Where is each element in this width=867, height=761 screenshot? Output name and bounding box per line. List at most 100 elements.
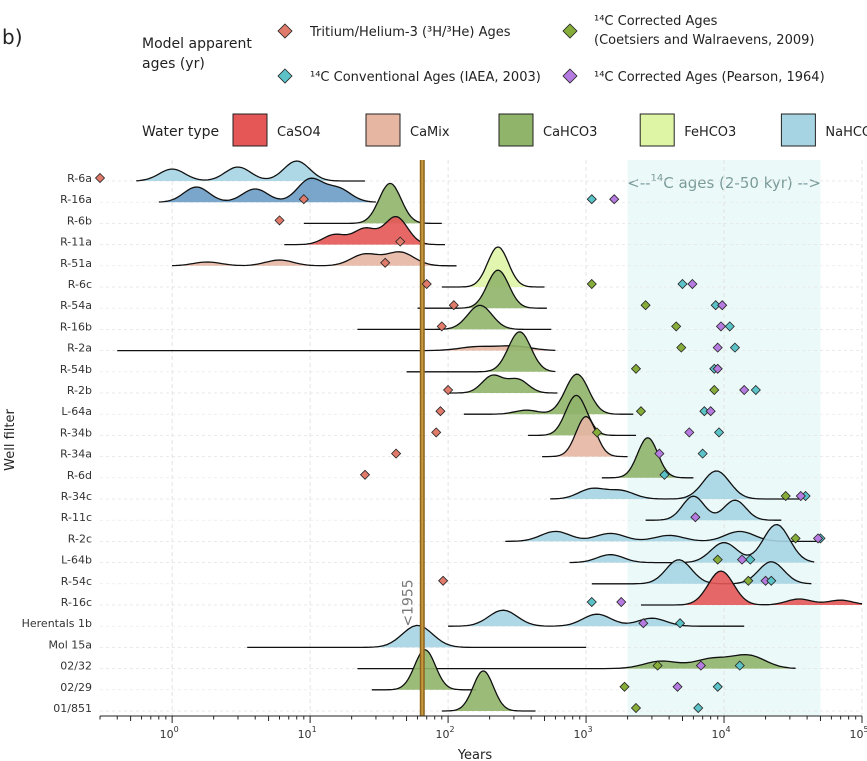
ridge-r-6d	[601, 437, 694, 479]
ridge-outline	[645, 495, 782, 521]
pearson-age-marker	[717, 300, 728, 311]
row-label: L-64b	[61, 554, 92, 567]
ridge-fill	[550, 471, 800, 499]
ridge-r-34a	[542, 415, 628, 458]
ridge-outline	[417, 269, 547, 309]
row-label: Mol 15a	[48, 638, 92, 651]
iaea-age-marker	[586, 194, 597, 205]
ridge-fill	[441, 671, 536, 711]
row-label: R-34a	[60, 448, 92, 461]
ridge-r-6c	[441, 246, 545, 288]
ridge-outline	[601, 437, 694, 479]
ridge-r-2a	[117, 345, 556, 352]
ridge-fill	[172, 251, 457, 266]
y-axis-title: Well filter	[3, 409, 18, 471]
pearson-age-marker	[739, 384, 750, 396]
tritium-age-marker	[448, 300, 459, 311]
coetsiers-age-marker	[586, 278, 597, 290]
pearson-age-marker	[712, 363, 723, 374]
coetsiers-age-marker	[709, 384, 720, 396]
pearson-age-marker	[609, 194, 620, 205]
iaea-age-marker	[729, 342, 741, 353]
pearson-age-marker	[687, 278, 698, 290]
pearson-age-marker	[638, 618, 649, 629]
ridge-r-16c	[641, 570, 863, 606]
row-label: Herentals 1b	[22, 617, 92, 630]
tritium-age-marker	[298, 194, 309, 205]
row-label: R-54c	[61, 575, 92, 588]
legend-entry-pearson: ¹⁴C Corrected Ages (Pearson, 1964)	[562, 68, 825, 85]
water-legend-item-cahco3: CaHCO3	[498, 113, 597, 147]
ridge-outline	[303, 182, 442, 225]
pearson-age-marker	[715, 321, 727, 332]
x-tick-label: 101	[298, 725, 317, 741]
row-label: R-34c	[61, 490, 92, 503]
tritium-age-marker	[435, 406, 446, 417]
tritium-age-marker	[395, 236, 406, 247]
tritium-marker-icon	[277, 23, 293, 39]
tritium-age-marker	[431, 427, 442, 438]
ridge-herentals-1b	[448, 609, 745, 627]
ridge-outline	[448, 374, 558, 394]
tritium-age-marker	[380, 257, 391, 268]
ridge-outline	[136, 160, 365, 182]
ridge-fill	[601, 437, 694, 478]
iaea-age-marker	[693, 702, 704, 714]
ridge-outline	[158, 177, 376, 203]
ridge-fill	[463, 374, 634, 415]
ridge-fill	[303, 183, 442, 224]
ridge-fill	[158, 178, 376, 203]
iaea-age-marker	[750, 384, 761, 396]
coetsiers-age-marker	[619, 681, 630, 692]
ridge-fill	[406, 331, 556, 372]
coetsiers-age-marker	[640, 300, 651, 311]
iaea-marker-icon	[277, 68, 293, 84]
ridge-outline	[528, 394, 636, 437]
water-swatch-nahco3	[780, 113, 816, 147]
row-label: R-54a	[60, 299, 92, 312]
iaea-age-marker	[734, 660, 745, 671]
tritium-age-marker	[274, 215, 285, 226]
ridge-r-11a	[284, 215, 445, 246]
row-label: R-11a	[60, 236, 92, 249]
coetsiers-age-marker	[671, 321, 682, 332]
pearson-age-marker	[654, 448, 665, 459]
coetsiers-age-marker	[630, 702, 642, 714]
ridge-fill	[136, 161, 365, 181]
marker-legend: Tritium/Helium-3 (³H/³He) Ages ¹⁴C Corre…	[277, 14, 825, 85]
ridge-r-6b	[303, 182, 442, 225]
iaea-age-marker	[674, 618, 686, 629]
ridge-outline	[117, 345, 556, 352]
row-label: R-16a	[60, 193, 92, 206]
water-legend-item-camix: CaMix	[365, 113, 450, 147]
water-type-legend: CaSO4CaMixCaHCO3FeHCO3NaHCO3NaSO4	[232, 113, 867, 147]
ridge-r-54b	[406, 331, 556, 373]
water-legend-label-caso4: CaSO4	[277, 125, 321, 140]
row-label: L-64a	[61, 405, 92, 418]
row-label: 01/851	[53, 702, 92, 715]
ridge-r-34b	[528, 394, 636, 437]
row-label: R-11c	[61, 511, 92, 524]
ridge-outline	[357, 304, 552, 331]
ridge-outline	[441, 246, 545, 288]
legend-entry-coetsiers: ¹⁴C Corrected Ages (Coetsiers and Walrae…	[562, 14, 814, 48]
ridge-l-64b	[569, 523, 815, 564]
tritium-age-marker	[438, 575, 449, 586]
row-label: R-51a	[60, 257, 92, 270]
ridge-r-16a	[158, 177, 376, 203]
iaea-age-marker	[713, 427, 725, 438]
ridge-r-2b	[448, 374, 558, 394]
row-label: R-6c	[68, 278, 92, 291]
water-swatch-fehco3	[639, 113, 675, 147]
ridge-r-51a	[172, 251, 457, 267]
ridge-01-851	[441, 670, 536, 712]
water-legend-item-nahco3: NaHCO3	[780, 113, 867, 147]
legend-label-coetsiers-line1: ¹⁴C Corrected Ages	[594, 14, 718, 29]
row-label: R-2a	[67, 342, 92, 355]
row-label: R-16b	[60, 320, 92, 333]
ridge-fill	[645, 496, 782, 521]
pearson-age-marker	[736, 554, 748, 565]
water-legend-item-fehco3: FeHCO3	[639, 113, 736, 147]
tritium-age-marker	[436, 321, 447, 332]
coetsiers-age-marker	[676, 342, 687, 353]
